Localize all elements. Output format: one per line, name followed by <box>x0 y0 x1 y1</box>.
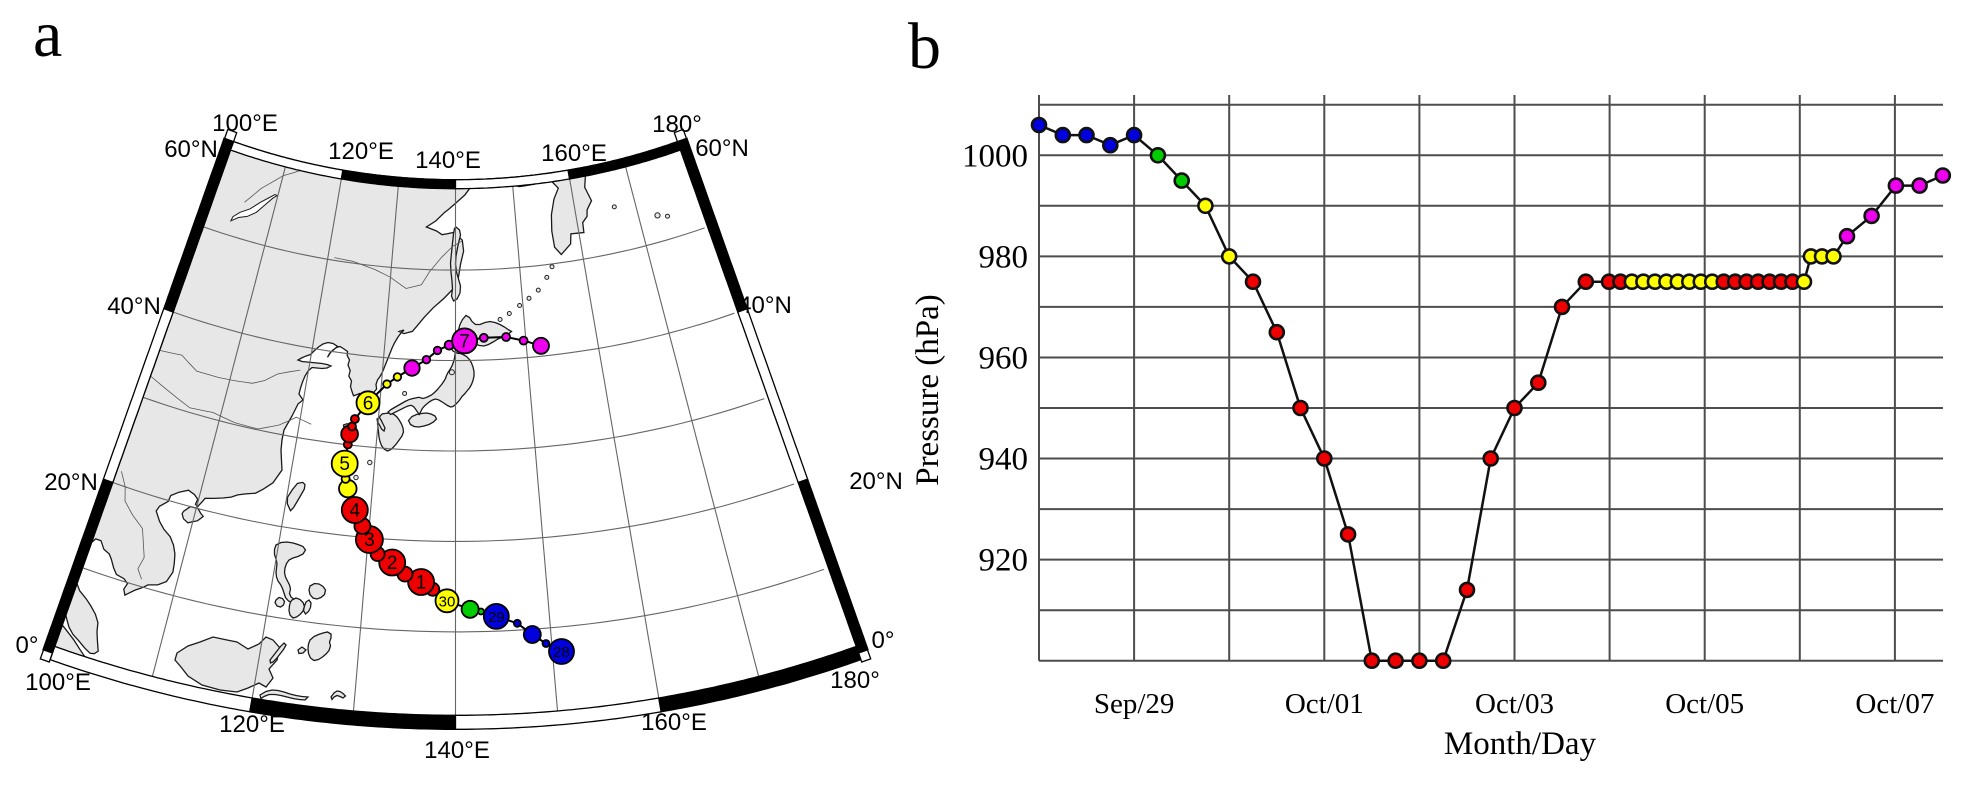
svg-text:40°N: 40°N <box>107 293 161 320</box>
svg-text:980: 980 <box>979 239 1029 275</box>
svg-text:5: 5 <box>339 454 350 475</box>
svg-text:Oct/07: Oct/07 <box>1855 688 1934 720</box>
svg-text:20°N: 20°N <box>44 469 98 496</box>
svg-text:0°: 0° <box>872 627 895 654</box>
svg-text:Pressure (hPa): Pressure (hPa) <box>910 294 946 486</box>
svg-text:30: 30 <box>439 593 456 610</box>
svg-text:0°: 0° <box>16 632 39 659</box>
svg-text:180°: 180° <box>652 111 702 138</box>
svg-text:60°N: 60°N <box>164 136 218 163</box>
svg-text:40°N: 40°N <box>738 292 792 319</box>
svg-text:100°E: 100°E <box>212 110 278 137</box>
svg-text:6: 6 <box>363 393 374 414</box>
svg-text:960: 960 <box>979 341 1029 377</box>
svg-text:920: 920 <box>979 543 1029 579</box>
svg-text:28: 28 <box>553 644 570 661</box>
svg-text:29: 29 <box>488 609 505 626</box>
svg-text:20°N: 20°N <box>849 468 903 495</box>
svg-text:Sep/29: Sep/29 <box>1094 688 1175 720</box>
svg-text:120°E: 120°E <box>328 138 394 165</box>
svg-text:3: 3 <box>364 530 375 551</box>
svg-text:Oct/05: Oct/05 <box>1665 688 1744 720</box>
svg-text:Oct/03: Oct/03 <box>1475 688 1554 720</box>
svg-text:7: 7 <box>459 331 470 352</box>
svg-text:4: 4 <box>350 501 361 522</box>
svg-text:160°E: 160°E <box>641 709 707 736</box>
svg-text:b: b <box>908 10 941 83</box>
svg-text:160°E: 160°E <box>541 140 607 167</box>
svg-text:60°N: 60°N <box>695 135 749 162</box>
svg-text:1000: 1000 <box>962 138 1028 174</box>
svg-text:940: 940 <box>979 442 1029 478</box>
svg-text:140°E: 140°E <box>424 737 490 764</box>
svg-text:140°E: 140°E <box>415 147 481 174</box>
svg-text:2: 2 <box>387 553 398 574</box>
svg-text:a: a <box>33 0 62 71</box>
svg-text:Oct/01: Oct/01 <box>1285 688 1364 720</box>
svg-text:100°E: 100°E <box>25 669 91 696</box>
svg-text:180°: 180° <box>830 667 880 694</box>
svg-text:1: 1 <box>416 573 427 594</box>
svg-text:Month/Day: Month/Day <box>1444 726 1597 762</box>
svg-text:120°E: 120°E <box>219 711 285 738</box>
